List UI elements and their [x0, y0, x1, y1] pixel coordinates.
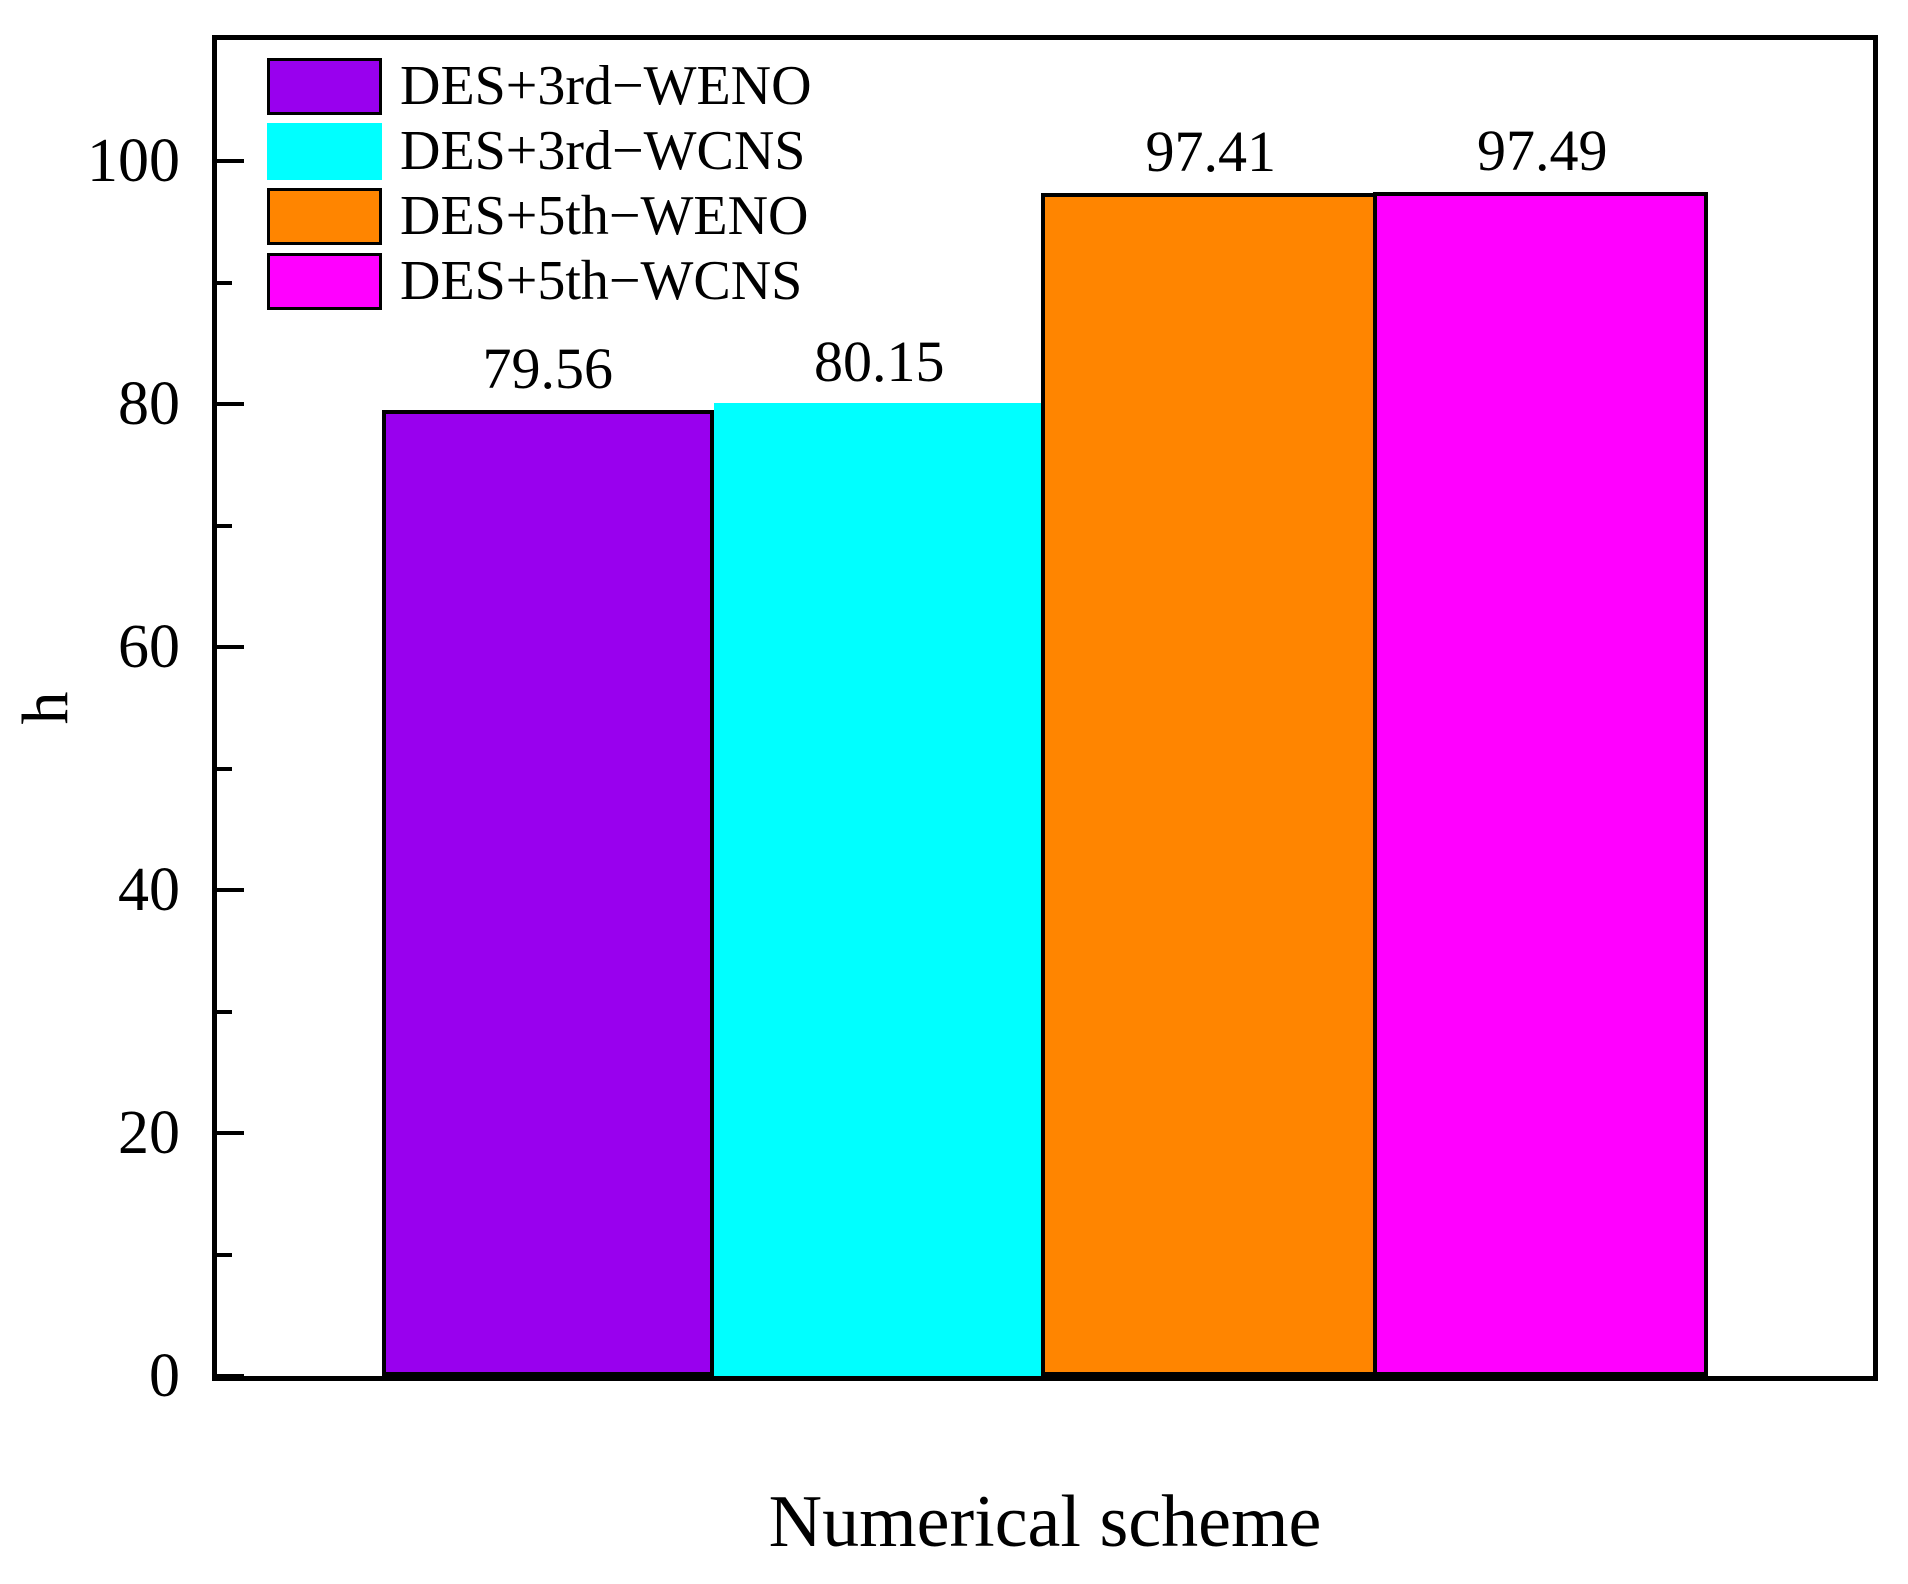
bar-value-label: 80.15	[814, 328, 945, 394]
legend-swatch	[267, 123, 382, 180]
y-axis-title: h	[9, 691, 82, 725]
bar-DES+5th−WCNS	[1372, 191, 1708, 1376]
y-major-tick	[217, 645, 244, 650]
bar-value-label: 79.56	[482, 335, 614, 401]
y-minor-tick	[217, 523, 232, 528]
legend-item-label: DES+3rd−WENO	[400, 55, 812, 117]
plot-area: DES+3rd−WENO DES+3rd−WCNS DES+5th−WENO DES+…	[212, 35, 1878, 1381]
legend-swatch	[267, 188, 382, 245]
legend-item: DES+3rd−WCNS	[267, 123, 812, 180]
x-axis-title: Numerical scheme	[768, 1481, 1322, 1563]
legend: DES+3rd−WENO DES+3rd−WCNS DES+5th−WENO DES+…	[267, 58, 812, 318]
y-minor-tick	[217, 1009, 232, 1014]
bar-DES+3rd−WENO	[382, 409, 714, 1376]
legend-item: DES+5th−WENO	[267, 188, 812, 245]
y-major-tick	[217, 1374, 244, 1378]
y-tick-label: 40	[118, 856, 180, 925]
y-minor-tick	[217, 766, 232, 771]
y-tick-label: 100	[87, 127, 180, 196]
y-major-tick	[217, 159, 244, 164]
legend-item: DES+3rd−WENO	[267, 58, 812, 115]
legend-item-label: DES+3rd−WCNS	[400, 120, 806, 182]
y-minor-tick	[217, 280, 232, 285]
y-tick-label: 60	[118, 613, 180, 682]
y-major-tick	[217, 1131, 244, 1136]
bar-DES+5th−WENO	[1041, 192, 1377, 1376]
y-tick-label: 20	[118, 1099, 180, 1168]
legend-item: DES+5th−WCNS	[267, 253, 812, 310]
y-tick-label: 0	[149, 1342, 180, 1410]
legend-item-label: DES+5th−WCNS	[400, 250, 803, 312]
bar-value-label: 97.49	[1477, 117, 1608, 183]
y-tick-label: 80	[118, 370, 180, 439]
y-major-tick	[217, 402, 244, 407]
legend-swatch	[267, 58, 382, 115]
y-minor-tick	[217, 1252, 232, 1257]
y-major-tick	[217, 888, 244, 893]
bar-value-label: 97.41	[1145, 118, 1277, 184]
legend-item-label: DES+5th−WENO	[400, 185, 809, 247]
bar-DES+3rd−WCNS	[713, 402, 1045, 1376]
legend-swatch	[267, 253, 382, 310]
